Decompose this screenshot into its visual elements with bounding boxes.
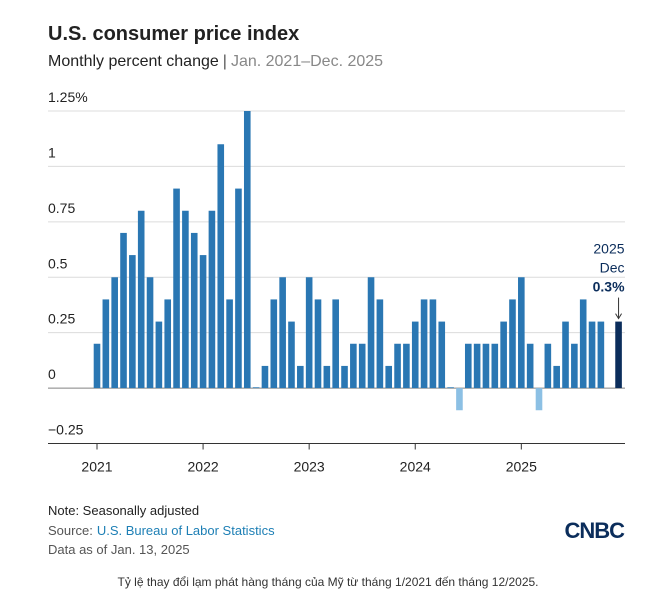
annotation: 2025 (593, 241, 624, 257)
bar (164, 299, 172, 389)
bar (509, 299, 516, 389)
bar (102, 299, 110, 389)
bar (535, 388, 543, 411)
bar (173, 188, 180, 389)
bar (411, 321, 419, 389)
bar (332, 299, 339, 389)
bar (120, 232, 127, 389)
bar (137, 210, 145, 389)
source-link[interactable]: U.S. Bureau of Labor Statistics (97, 523, 275, 538)
bar (562, 321, 569, 389)
bar (553, 365, 560, 389)
logo: CNBC (564, 518, 625, 543)
bar (288, 321, 295, 389)
bar (518, 277, 525, 389)
bar (243, 111, 251, 389)
bar (579, 299, 587, 389)
bar (544, 343, 552, 389)
x-tick-label: 2021 (81, 459, 112, 475)
bar (429, 299, 437, 389)
arrow-head (615, 313, 622, 320)
bar (129, 255, 136, 389)
note: Note: Seasonally adjusted (48, 503, 199, 518)
bar (367, 277, 375, 389)
y-tick-label: −0.25 (48, 422, 84, 438)
bar (314, 299, 322, 389)
x-tick-label: 2025 (506, 459, 537, 475)
value-label: 0.3% (593, 279, 625, 295)
bar (420, 299, 428, 389)
bar (146, 277, 154, 389)
bar (217, 144, 225, 389)
x-tick-label: 2022 (188, 459, 219, 475)
bar (235, 188, 242, 389)
y-tick-label: 0.75 (48, 200, 75, 216)
bar (491, 343, 499, 389)
y-tick-label: 0 (48, 366, 56, 382)
bar (385, 365, 393, 389)
bar (358, 343, 366, 389)
bar (199, 255, 207, 389)
bar (297, 365, 304, 389)
bar (403, 343, 410, 389)
source: Source: U.S. Bureau of Labor Statistics (48, 523, 275, 538)
bar (526, 343, 534, 389)
source-label: Source: (48, 523, 93, 538)
bar (615, 321, 622, 389)
bar (456, 388, 463, 411)
x-tick-label: 2024 (400, 459, 431, 475)
subtitle-range: Jan. 2021–Dec. 2025 (231, 53, 383, 70)
bar (341, 365, 348, 389)
y-tick-label: 0.5 (48, 255, 68, 271)
bar (323, 365, 331, 389)
bar (270, 299, 278, 389)
data-date: Data as of Jan. 13, 2025 (48, 542, 190, 557)
plot-area: 1.25% 1 0.75 0.5 0.25 0 −0.25 2021 2022 2023 2024 2… (48, 89, 625, 475)
bar (571, 343, 578, 389)
bar (261, 365, 269, 389)
bar (155, 321, 163, 389)
chart-subtitle: Monthly percent change | Jan. 2021–Dec. 20… (48, 53, 383, 70)
subtitle-text: Monthly percent change (48, 53, 219, 70)
bar (500, 321, 507, 389)
y-tick-label: 1.25% (48, 89, 88, 105)
bar (111, 277, 118, 389)
bar (305, 277, 313, 389)
y-tick-label: 1 (48, 144, 56, 160)
bar (279, 277, 286, 389)
bar (438, 321, 446, 389)
bar (394, 343, 401, 389)
chart-title: U.S. consumer price index (48, 23, 299, 45)
y-tick-label: 0.25 (48, 311, 75, 327)
bar (252, 387, 260, 389)
annotation: Dec (600, 260, 625, 276)
bar (190, 232, 198, 389)
bar (93, 343, 101, 389)
bar (226, 299, 233, 389)
caption: Tỷ lệ thay đổi lạm phát hàng tháng của M… (118, 575, 539, 589)
bar (464, 343, 472, 389)
bar (447, 387, 454, 389)
bar (182, 210, 189, 389)
bar (597, 321, 605, 389)
bar (376, 299, 384, 389)
bar (588, 321, 596, 389)
bar (208, 210, 216, 389)
separator: | (223, 53, 227, 70)
bar (350, 343, 357, 389)
bar (482, 343, 490, 389)
bar (473, 343, 481, 389)
x-tick-label: 2023 (294, 459, 325, 475)
